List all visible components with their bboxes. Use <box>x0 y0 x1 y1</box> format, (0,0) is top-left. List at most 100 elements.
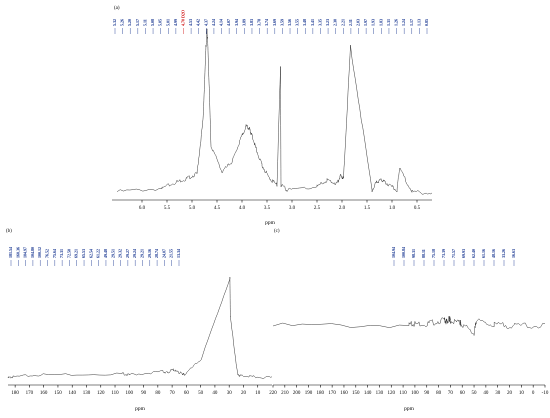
x-tick-label: 120 <box>97 391 105 396</box>
peak-label: 1.93 <box>371 19 376 26</box>
x-tick-label: 100 <box>411 391 419 396</box>
peak-label: 0.85 <box>424 19 429 26</box>
x-tick-label: 130 <box>83 391 91 396</box>
panel-a-xlabel: ppm <box>265 220 276 226</box>
peak-label: 3.23 <box>325 19 330 26</box>
peak-label: 4.07 <box>226 19 231 26</box>
peak-label: 61.22 <box>96 249 101 258</box>
x-tick-label: 4.5 <box>214 206 221 211</box>
panel-b-xlabel: ppm <box>135 406 146 412</box>
peak-label: 4.53 <box>188 19 193 26</box>
x-tick-label: 120 <box>388 391 396 396</box>
panel-b-spectrum-trace <box>7 277 273 379</box>
peak-label: 1.97 <box>363 19 368 26</box>
x-tick-label: 40 <box>483 391 489 396</box>
x-tick-label: 200 <box>293 391 301 396</box>
panel-c-xlabel: ppm <box>404 406 415 412</box>
panel-b-label: (b) <box>6 229 12 234</box>
peak-label: 73.39 <box>441 249 446 258</box>
peak-label: 5.20 <box>127 19 132 26</box>
x-tick-label: 180 <box>11 391 19 396</box>
x-tick-label: 70 <box>170 391 176 396</box>
panel-c-spectrum-trace <box>272 315 546 336</box>
peak-label: 2.11 <box>348 19 353 26</box>
x-tick-label: 6.0 <box>139 206 146 211</box>
panel-c-x-ticks: 220 210 200 190 180 170 160 150 140 130 120 110 100 9… <box>269 385 549 396</box>
peak-label: 4.24 <box>211 19 216 26</box>
x-tick-label: 110 <box>399 391 407 396</box>
x-tick-label: 70 <box>448 391 454 396</box>
peak-label: 98.31 <box>411 249 416 258</box>
panel-a-peak-labels: 5.32 5.26 5.20 5.17 5.11 5.08 5.05 5.01 4.99 4.70… <box>112 10 429 34</box>
x-tick-label: 50 <box>198 391 204 396</box>
peak-label: 5.08 <box>150 19 155 26</box>
peak-label: 3.59 <box>279 19 284 26</box>
peak-label: 1.24 <box>401 19 406 26</box>
x-tick-label: 160 <box>40 391 48 396</box>
peak-label: 5.01 <box>165 19 170 26</box>
peak-label: 29.32 <box>118 249 123 258</box>
peak-label: 29.27 <box>125 249 130 258</box>
peak-label: 73.31 <box>59 249 64 258</box>
x-tick-label: -10 <box>542 391 549 396</box>
x-tick-label: 140 <box>364 391 372 396</box>
peak-label: 3.55 <box>295 19 300 26</box>
x-tick-label: 110 <box>111 391 119 396</box>
peak-label: 69.93 <box>461 249 466 258</box>
peak-label: 104.94 <box>391 247 396 258</box>
panel-b-13c-spectrum: (b) 181.54 160.36 104.97 104.80 100.12 76.52 7… <box>6 229 273 412</box>
x-tick-label: 10 <box>519 391 525 396</box>
peak-label: 1.17 <box>409 19 414 26</box>
peak-label: 4.14 <box>219 19 224 26</box>
peak-label: 3.89 <box>241 19 246 26</box>
peak-label: 5.17 <box>135 19 140 26</box>
peak-label: 104.80 <box>30 247 35 258</box>
x-tick-label: 170 <box>26 391 34 396</box>
peak-label: 1.31 <box>386 19 391 26</box>
x-tick-label: 80 <box>155 391 161 396</box>
x-tick-label: 50 <box>472 391 478 396</box>
peak-label: 3.83 <box>249 19 254 26</box>
peak-label: 16.63 <box>511 249 516 258</box>
x-tick-label: 170 <box>328 391 336 396</box>
x-tick-label: 160 <box>340 391 348 396</box>
peak-label: 104.97 <box>23 247 28 258</box>
peak-label: 75.64 <box>52 249 57 258</box>
peak-label: 100.84 <box>401 247 406 258</box>
x-tick-label: 30 <box>227 391 233 396</box>
peak-label: 3.35 <box>317 19 322 26</box>
spectrum-line <box>7 277 273 379</box>
x-tick-label: 150 <box>352 391 360 396</box>
peak-label: 62.40 <box>471 249 476 258</box>
peak-label: 69.21 <box>74 249 79 258</box>
peak-label: 3.48 <box>302 19 307 26</box>
peak-label: 5.26 <box>120 19 125 26</box>
peak-label: 3.41 <box>310 19 315 26</box>
x-tick-label: 2.0 <box>339 206 346 211</box>
peak-label: 61.16 <box>481 249 486 258</box>
x-tick-label: 180 <box>317 391 325 396</box>
panel-a-spectrum-trace <box>116 28 433 195</box>
panel-a-label: (a) <box>114 6 120 11</box>
peak-label: 4.42 <box>196 19 201 26</box>
peak-label: 71.57 <box>451 249 456 258</box>
x-tick-label: 130 <box>376 391 384 396</box>
x-tick-label: 1.0 <box>389 206 396 211</box>
x-tick-label: 1.5 <box>364 206 371 211</box>
peak-label: 49.48 <box>103 249 108 258</box>
x-tick-label: 3.0 <box>289 206 296 211</box>
peak-label: 72.50 <box>66 249 71 258</box>
x-tick-label: 4.0 <box>239 206 246 211</box>
x-tick-label: 10 <box>255 391 261 396</box>
peak-label: 29.51 <box>110 249 115 258</box>
x-tick-label: 80 <box>436 391 442 396</box>
x-tick-label: 100 <box>126 391 134 396</box>
x-tick-label: 2.5 <box>314 206 321 211</box>
peak-label: 2.21 <box>340 19 345 26</box>
panel-c-peak-labels: 104.94 100.84 98.31 88.11 75.18 73.39 71.57 69.… <box>391 247 516 266</box>
peak-label: 29.24 <box>132 249 137 258</box>
x-tick-label: 90 <box>424 391 430 396</box>
peak-label: 1.13 <box>416 19 421 26</box>
x-tick-label: 90 <box>141 391 147 396</box>
x-tick-label: 30 <box>495 391 501 396</box>
